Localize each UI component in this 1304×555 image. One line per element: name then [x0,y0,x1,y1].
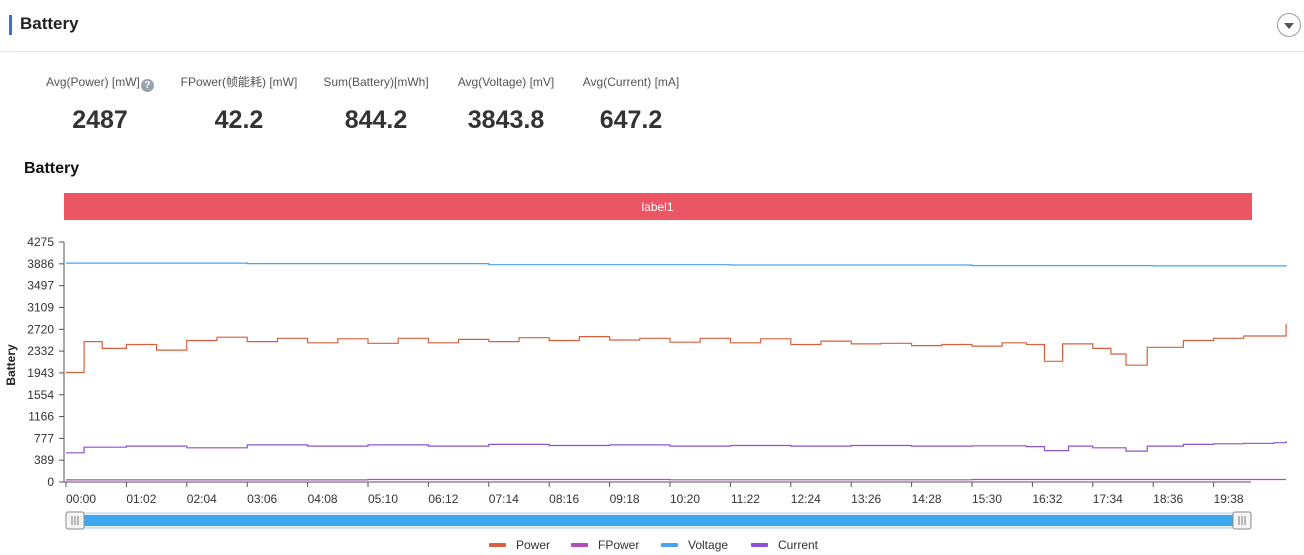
legend-swatch [489,543,506,547]
x-tick-label: 00:00 [66,492,96,506]
x-tick-label: 19:38 [1214,492,1244,506]
x-tick-label: 08:16 [549,492,579,506]
x-tick-label: 12:24 [791,492,821,506]
metric-value: 844.2 [344,106,408,134]
x-tick-label: 07:14 [489,492,519,506]
metric-value: 42.2 [214,106,264,134]
metric-label: FPower(帧能耗) [mW] [180,75,298,89]
header-accent-bar [9,15,12,35]
series-line-power [66,323,1287,374]
x-tick-label: 10:20 [670,492,700,506]
metric-value: 3843.8 [467,106,545,134]
x-tick-label: 18:36 [1153,492,1183,506]
x-tick-label: 04:08 [308,492,338,506]
y-axis-title: Battery [4,344,18,386]
y-tick-label: 777 [34,431,54,445]
x-tick-label: 16:32 [1032,492,1062,506]
zoom-slider-handle-right[interactable] [1232,511,1252,530]
x-tick-label: 03:06 [247,492,277,506]
metric-avg-voltage: Avg(Voltage) [mV] 3843.8 [449,74,563,135]
y-tick-label: 1166 [28,410,54,424]
label-band [64,193,1252,220]
y-tick-label: 2332 [27,344,54,358]
metric-avg-current: Avg(Current) [mA] 647.2 [575,74,687,135]
legend-item-voltage[interactable]: Voltage [661,538,728,552]
metric-label: Avg(Voltage) [mV] [457,75,555,89]
x-tick-label: 14:28 [912,492,942,506]
x-tick-label: 01:02 [126,492,156,506]
metric-value: 647.2 [599,106,663,134]
metric-value: 2487 [72,106,128,134]
legend-label: Voltage [688,538,728,552]
y-tick-label: 2720 [27,322,54,336]
y-tick-label: 0 [47,475,54,489]
x-tick-label: 05:10 [368,492,398,506]
metric-sum-battery: Sum(Battery)[mWh] 844.2 [316,74,436,135]
zoom-slider-range[interactable] [76,515,1234,526]
y-tick-label: 3109 [27,300,54,314]
x-tick-label: 02:04 [187,492,217,506]
legend-label: Power [516,538,550,552]
y-tick-label: 389 [34,453,54,467]
metric-fpower: FPower(帧能耗) [mW] 42.2 [175,74,303,135]
question-circle-icon[interactable]: ? [140,79,154,92]
x-tick-label: 13:26 [851,492,881,506]
x-tick-label: 09:18 [610,492,640,506]
y-tick-label: 1943 [27,366,54,380]
x-tick-label: 11:22 [731,492,760,506]
label-band-text: label1 [641,200,673,214]
chart-title: Battery [24,160,80,177]
metric-label: Sum(Battery)[mWh] [323,75,429,89]
section-header: Battery [0,0,1304,52]
metric-avg-power: Avg(Power) [mW]? 2487 [38,74,162,135]
legend-label: FPower [598,538,639,552]
zoom-slider-handle-left[interactable] [65,511,85,530]
legend-item-power[interactable]: Power [489,538,550,552]
series-line-current [66,441,1287,454]
y-tick-label: 1554 [27,388,54,402]
legend-swatch [571,543,588,547]
chevron-down-icon[interactable] [1277,13,1301,37]
y-tick-label: 4275 [27,235,54,249]
x-tick-label: 15:30 [972,492,1002,506]
x-tick-label: 17:34 [1093,492,1123,506]
metric-label: Avg(Power) [mW] [46,75,140,89]
legend-label: Current [778,538,819,552]
legend-item-fpower[interactable]: FPower [571,538,639,552]
section-title: Battery [20,14,79,33]
series-line-voltage [66,262,1287,267]
metric-label: Avg(Current) [mA] [582,75,680,89]
legend-swatch [661,543,678,547]
legend-item-current[interactable]: Current [751,538,819,552]
y-tick-label: 3886 [27,257,54,271]
y-tick-label: 3497 [27,279,54,293]
x-tick-label: 06:12 [428,492,458,506]
legend-swatch [751,543,768,547]
